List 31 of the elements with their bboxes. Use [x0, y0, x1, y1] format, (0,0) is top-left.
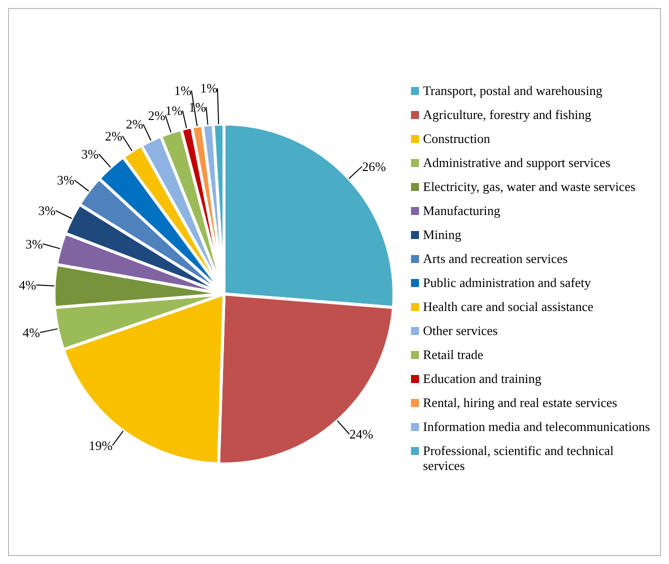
data-label: 2% — [148, 108, 166, 123]
legend-label: Manufacturing — [423, 202, 500, 218]
data-label: 2% — [105, 128, 123, 144]
data-label: 24% — [349, 426, 374, 442]
data-label: 4% — [18, 278, 36, 293]
legend-label: Electricity, gas, water and waste services — [423, 178, 636, 194]
legend-label: Agriculture, forestry and fishing — [423, 106, 592, 122]
legend-label: Rental, hiring and real estate services — [423, 394, 618, 410]
legend-label: Other services — [423, 322, 498, 338]
legend-label: Mining — [423, 226, 462, 242]
data-label: 1% — [200, 80, 218, 96]
data-label: 1% — [174, 83, 192, 98]
data-label: 3% — [25, 236, 43, 252]
legend-label: Public administration and safety — [423, 274, 591, 290]
legend-label: Professional, scientific and technical services — [423, 442, 615, 472]
legend-label: Education and training — [423, 370, 542, 386]
legend-label: Retail trade — [423, 346, 484, 362]
data-label: 2% — [126, 116, 144, 132]
data-label: 3% — [81, 146, 99, 162]
legend-label: Construction — [423, 130, 490, 146]
legend-label: Arts and recreation services — [423, 250, 568, 266]
legend-label: Information media and telecommunications — [423, 418, 650, 434]
data-label: 19% — [88, 438, 113, 453]
data-label: 3% — [38, 203, 56, 218]
legend-label: Administrative and support services — [423, 154, 610, 170]
data-label: 3% — [57, 172, 75, 188]
data-label: 26% — [362, 158, 386, 174]
data-label: 1% — [165, 103, 183, 118]
legend-label: Health care and social assistance — [423, 298, 594, 314]
legend-label: Transport, postal and warehousing — [423, 82, 602, 98]
data-label: 4% — [22, 325, 40, 340]
